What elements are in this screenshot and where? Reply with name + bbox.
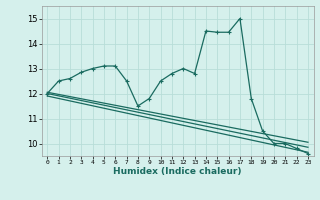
X-axis label: Humidex (Indice chaleur): Humidex (Indice chaleur) (113, 167, 242, 176)
